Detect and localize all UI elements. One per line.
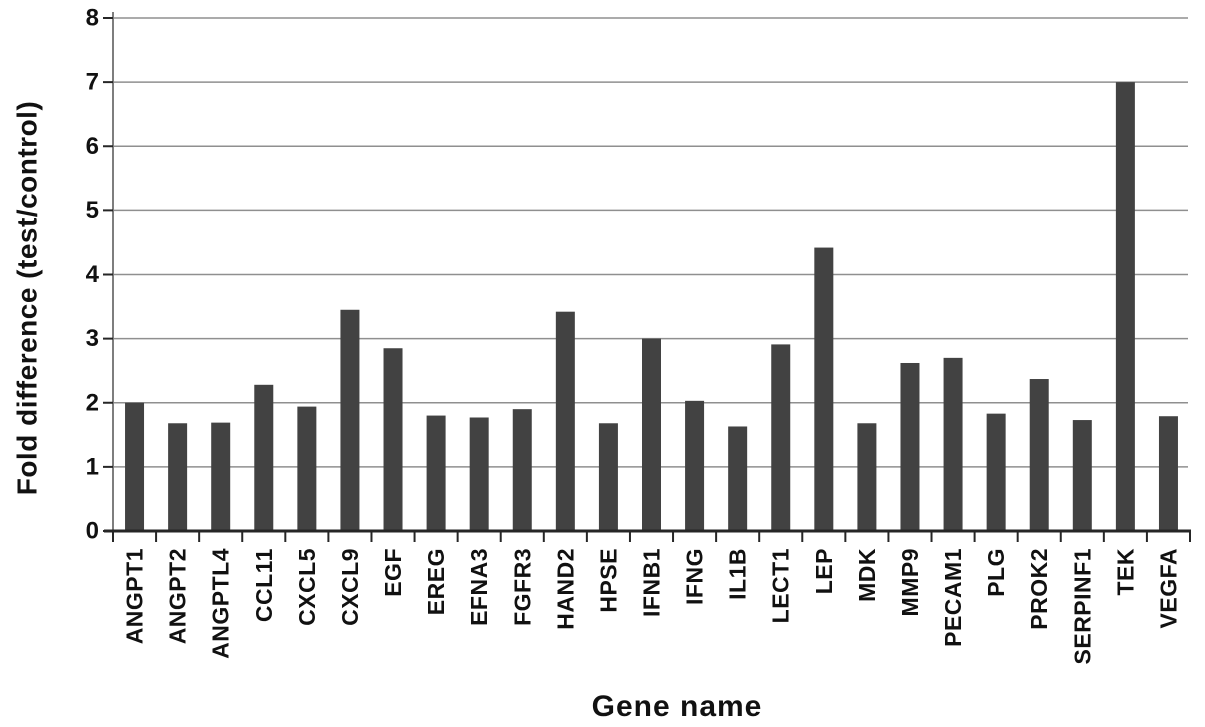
x-tick-label: PROK2 <box>1026 548 1052 630</box>
x-tick-label: EREG <box>423 548 449 615</box>
bar-HPSE <box>598 423 618 531</box>
x-tick-label: PLG <box>983 548 1009 597</box>
y-tick-label: 0 <box>86 518 99 545</box>
bar-LEP <box>814 247 834 531</box>
bar-ANGPT2 <box>168 423 188 531</box>
bar-IFNB1 <box>642 338 661 532</box>
axes <box>103 12 1191 542</box>
x-tick-label: HPSE <box>595 548 621 613</box>
bar-MDK <box>857 423 877 531</box>
x-tick-label: FGFR3 <box>509 548 535 626</box>
bar-EGF <box>383 348 403 531</box>
bar-ANGPT1 <box>125 402 145 531</box>
x-tick-label: MMP9 <box>897 548 923 616</box>
x-tick-label: TEK <box>1112 548 1138 596</box>
y-tick-label: 1 <box>86 453 99 480</box>
x-tick-label: SERPINF1 <box>1069 548 1095 664</box>
bar-SERPINF1 <box>1072 420 1092 531</box>
x-tick-label: IFNG <box>682 548 708 605</box>
bar-LECT1 <box>771 344 791 531</box>
bar-FGFR3 <box>512 409 532 531</box>
bar-PROK2 <box>1029 379 1049 531</box>
x-tick-label: VEGFA <box>1155 548 1181 628</box>
bar-CXCL5 <box>297 406 317 531</box>
bar-EFNA3 <box>469 417 489 531</box>
y-tick-label: 7 <box>86 69 99 96</box>
bars <box>125 82 1178 532</box>
x-tick-label: ANGPTL4 <box>208 548 234 659</box>
bar-VEGFA <box>1158 416 1178 531</box>
y-tick-label: 3 <box>86 325 99 352</box>
y-tick-label: 5 <box>86 197 99 224</box>
y-tick-label: 4 <box>86 261 100 288</box>
x-tick-label: MDK <box>854 548 880 602</box>
bar-TEK <box>1115 82 1135 532</box>
x-tick-label: HAND2 <box>552 548 578 630</box>
bar-MMP9 <box>900 362 920 531</box>
x-tick-label: LEP <box>811 548 837 594</box>
bar-IFNG <box>685 400 705 531</box>
bar-IL1B <box>728 426 748 531</box>
bar-PECAM1 <box>943 357 963 531</box>
bar-CCL11 <box>254 384 274 531</box>
gridlines <box>113 17 1188 468</box>
x-tick-label: ANGPT2 <box>165 548 191 644</box>
x-tick-labels: ANGPT1 ANGPT2 ANGPTL4 CCL11 CXCL5 CXCL9 EGF ERE… <box>122 548 1182 664</box>
bar-CXCL9 <box>340 309 360 531</box>
y-tick-label: 8 <box>86 5 99 32</box>
bar-PLG <box>986 413 1006 531</box>
x-tick-label: CCL11 <box>251 548 277 622</box>
x-tick-label: EFNA3 <box>466 548 492 626</box>
x-tick-label: ANGPT1 <box>122 548 148 644</box>
bar-ANGPTL4 <box>211 422 231 531</box>
bar-HAND2 <box>555 311 575 531</box>
x-tick-label: IFNB1 <box>639 548 665 617</box>
bar-EREG <box>426 415 446 531</box>
x-tick-label: PECAM1 <box>940 548 966 647</box>
x-tick-label: CXCL9 <box>337 548 363 626</box>
y-tick-label: 6 <box>86 133 99 160</box>
y-axis-title: Fold difference (test/control) <box>12 101 43 496</box>
x-tick-label: EGF <box>380 548 406 597</box>
x-axis-title: Gene name <box>592 690 763 723</box>
y-tick-label: 2 <box>86 389 99 416</box>
x-tick-label: LECT1 <box>768 548 794 623</box>
x-tick-label: CXCL5 <box>294 548 320 626</box>
y-tick-labels: 0 1 2 3 4 5 6 7 8 <box>86 5 100 545</box>
x-tick-label: IL1B <box>725 548 751 600</box>
